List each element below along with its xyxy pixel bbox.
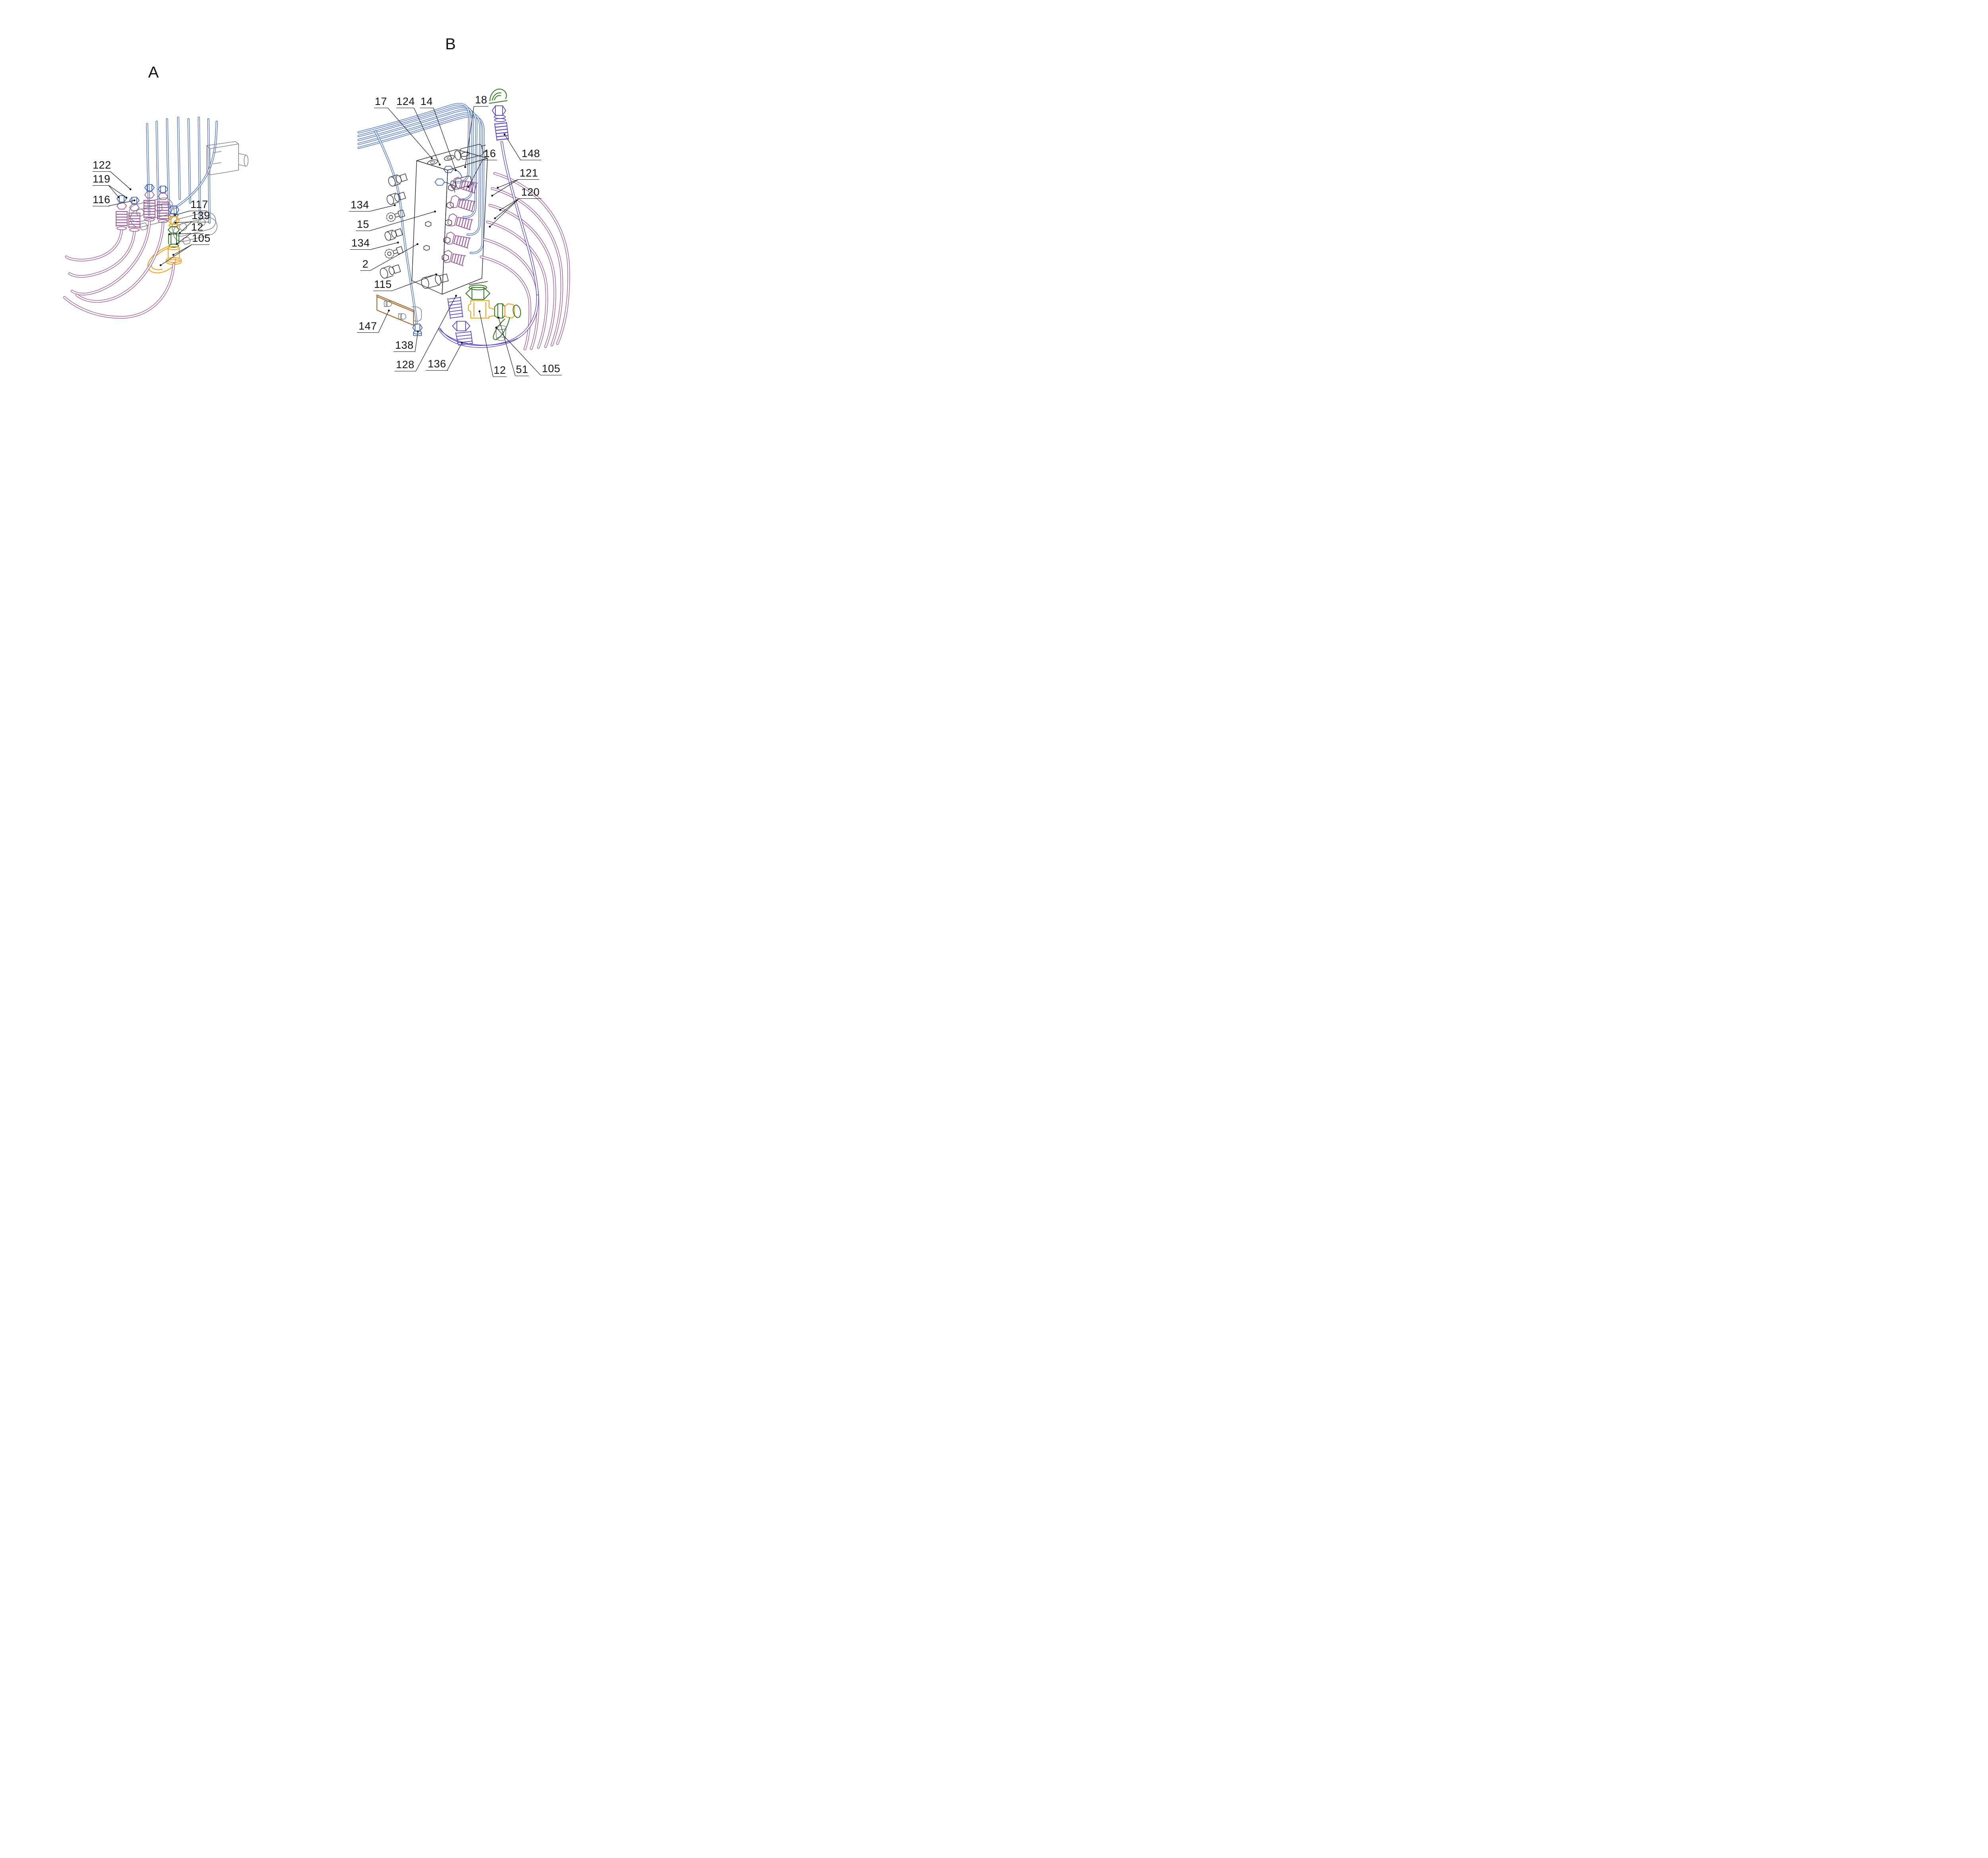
callout-105b: 105 bbox=[540, 362, 562, 375]
callout-116: 116 bbox=[93, 194, 111, 206]
view-b-drawing bbox=[357, 88, 570, 377]
tube-bundle-b bbox=[357, 103, 485, 336]
callout-134-lower: 134 bbox=[350, 237, 371, 250]
clamp-block-2 bbox=[171, 212, 217, 245]
callout-136: 136 bbox=[426, 357, 448, 371]
star-knob-1 bbox=[386, 210, 405, 222]
hose-148 bbox=[438, 88, 539, 348]
callout-18: 18 bbox=[474, 93, 488, 107]
callout-138: 138 bbox=[394, 339, 415, 352]
callout-119: 119 bbox=[93, 173, 111, 186]
callout-15: 15 bbox=[356, 218, 370, 231]
callout-12: 12 bbox=[191, 221, 204, 234]
leader-lines-a bbox=[108, 171, 192, 266]
blue-elbow-fittings bbox=[434, 166, 462, 193]
valve-column bbox=[380, 144, 487, 289]
callout-124: 124 bbox=[396, 95, 415, 108]
tube-bundle-a bbox=[146, 116, 218, 224]
callout-121: 121 bbox=[518, 167, 539, 180]
hoses-a bbox=[63, 220, 175, 319]
diagram-page: A B 122 119 116 117 139 12 105 17 124 14… bbox=[0, 0, 658, 464]
leader-lines-b bbox=[370, 106, 541, 377]
copper-plate-147 bbox=[376, 294, 422, 326]
diagram-artwork bbox=[63, 88, 570, 377]
callout-51: 51 bbox=[515, 363, 529, 376]
callout-134-upper: 134 bbox=[349, 198, 371, 212]
bracket-fitting-a bbox=[206, 141, 248, 175]
tee-body bbox=[468, 300, 495, 319]
callout-12b: 12 bbox=[493, 364, 507, 377]
callout-148: 148 bbox=[520, 147, 541, 160]
view-a-drawing bbox=[63, 116, 248, 319]
view-b-title: B bbox=[445, 35, 456, 53]
callout-2: 2 bbox=[360, 258, 371, 271]
callout-128: 128 bbox=[394, 358, 416, 371]
callout-122: 122 bbox=[93, 159, 111, 172]
callout-115: 115 bbox=[373, 278, 392, 291]
callout-120: 120 bbox=[519, 186, 542, 199]
view-a-title: A bbox=[148, 64, 159, 81]
callout-117: 117 bbox=[190, 198, 208, 211]
callout-147: 147 bbox=[357, 320, 379, 333]
star-knob-2 bbox=[384, 246, 404, 258]
callout-16: 16 bbox=[483, 147, 497, 160]
callout-139: 139 bbox=[192, 210, 210, 222]
tee-assembly bbox=[447, 281, 521, 346]
callout-105: 105 bbox=[192, 232, 211, 245]
callout-14: 14 bbox=[420, 95, 433, 108]
hose-136 bbox=[447, 296, 474, 346]
hose-fittings-a bbox=[115, 184, 169, 232]
hoses-b bbox=[442, 172, 570, 351]
callout-17: 17 bbox=[374, 95, 388, 108]
